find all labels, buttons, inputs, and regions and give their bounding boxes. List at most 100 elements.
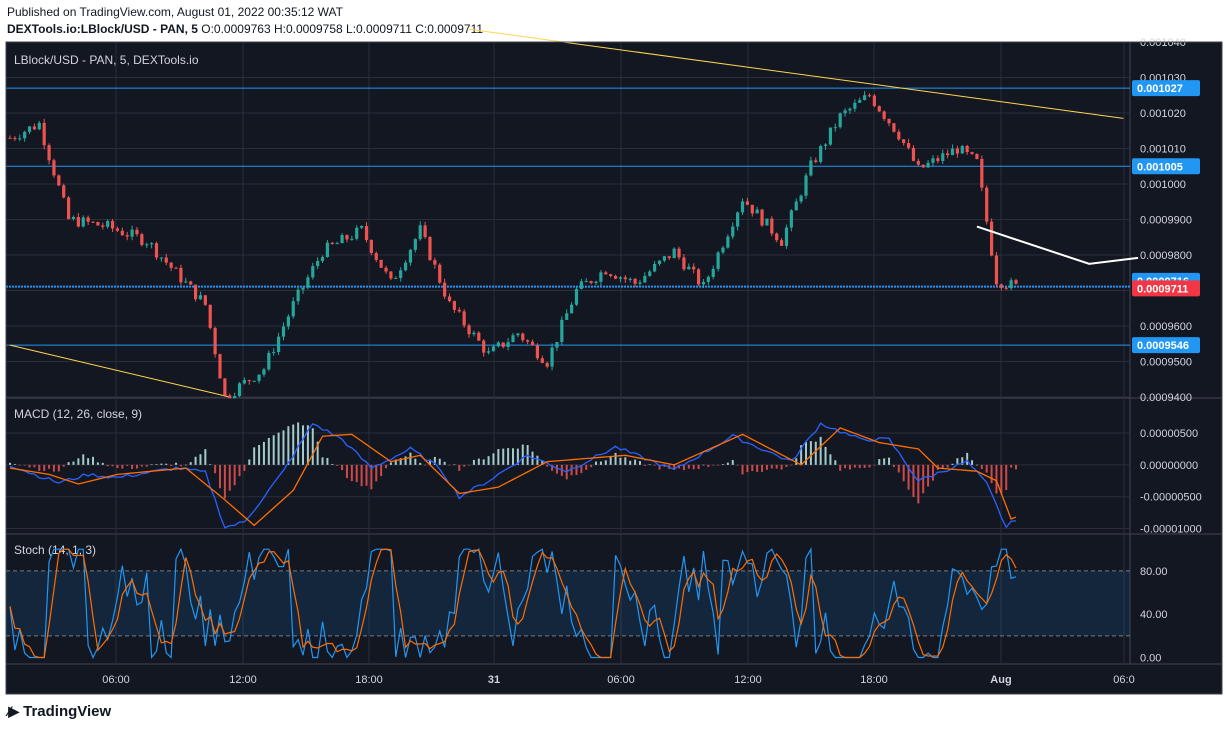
candle-body [159,257,163,259]
candle-body [589,281,593,284]
histogram-bar [697,464,700,470]
candle-body [814,160,818,162]
histogram-bar [121,464,124,469]
candle-body [775,233,779,241]
histogram-bar [424,464,427,466]
candle-body [384,267,388,272]
histogram-bar [678,464,681,469]
candle-body [936,158,940,161]
histogram-bar [658,464,661,470]
histogram-bar [463,464,466,467]
histogram-bar [687,464,690,469]
histogram-bar [995,464,998,494]
candle-body [198,295,203,300]
candle-body [47,145,51,161]
candle-body [716,252,720,269]
histogram-bar [614,452,617,465]
histogram-bar [790,464,793,466]
candle-body [653,263,657,272]
candle-body [921,164,925,168]
stoch-y-tick-label: 0.00 [1140,653,1161,665]
candle-body [916,160,920,165]
y-tick-label: 0.001040 [1140,37,1186,49]
x-tick-label: 12:00 [734,674,762,686]
histogram-bar [629,460,632,465]
macd-y-tick-label: -0.00001000 [1140,524,1202,536]
histogram-bar [13,464,16,465]
candle-body [340,235,344,244]
tv-logo-icon: ⁄▶ [8,703,19,719]
histogram-bar [433,456,436,465]
candle-body [76,216,80,227]
candle-body [106,220,110,227]
histogram-bar [585,464,588,470]
candle-body [335,243,339,245]
histogram-bar [863,464,866,468]
candle-body [526,340,530,342]
histogram-bar [834,460,837,465]
histogram-bar [746,464,749,473]
histogram-bar [892,464,895,467]
chart-border [5,41,1223,695]
histogram-bar [751,464,754,472]
histogram-bar [272,435,275,465]
candle-body [218,354,222,379]
histogram-bar [189,462,192,465]
candle-body [989,221,994,256]
level-price-label: 0.001027 [1137,83,1183,95]
histogram-bar [199,454,202,465]
histogram-bar [443,461,446,465]
candle-body [27,126,32,132]
candle-body [804,175,808,196]
candle-body [926,162,930,168]
histogram-bar [575,464,578,476]
histogram-bar [131,464,134,469]
trendline [468,28,1124,119]
candle-body [189,281,193,285]
candle-body [145,244,149,246]
histogram-bar [262,441,265,465]
histogram-bar [770,464,773,469]
candle-body [999,284,1003,288]
candle-body [819,145,823,162]
candle-body [980,158,984,188]
histogram-bar [48,464,51,469]
candle-body [613,275,618,279]
candle-body [872,95,876,107]
histogram-bar [844,464,847,469]
histogram-bar [931,464,934,481]
candle-body [233,396,237,399]
y-tick-label: 0.0009600 [1140,321,1192,333]
candle-body [208,304,212,328]
histogram-bar [663,464,666,467]
candle-body [985,187,989,222]
candle-body [892,123,896,132]
histogram-bar [477,458,480,465]
candle-body [62,185,66,198]
candle-body [550,347,554,367]
histogram-bar [243,464,246,471]
candle-body [501,342,505,347]
histogram-bar [765,464,768,470]
histogram-bar [726,462,729,465]
candle-body [169,262,173,268]
candle-body [740,201,745,213]
candle-body [809,160,813,176]
histogram-bar [92,456,95,465]
candle-body [452,301,456,310]
histogram-bar [18,464,21,466]
histogram-bar [883,458,886,465]
histogram-bar [721,464,724,465]
candle-body [604,272,608,275]
histogram-bar [419,462,422,465]
candle-body [950,148,955,156]
candle-body [320,257,325,262]
histogram-bar [326,457,329,465]
histogram-bar [912,464,915,498]
candle-body [482,340,486,353]
candle-body [877,106,881,112]
candle-body [457,309,461,312]
candle-body [120,230,124,236]
candle-body [662,256,666,261]
